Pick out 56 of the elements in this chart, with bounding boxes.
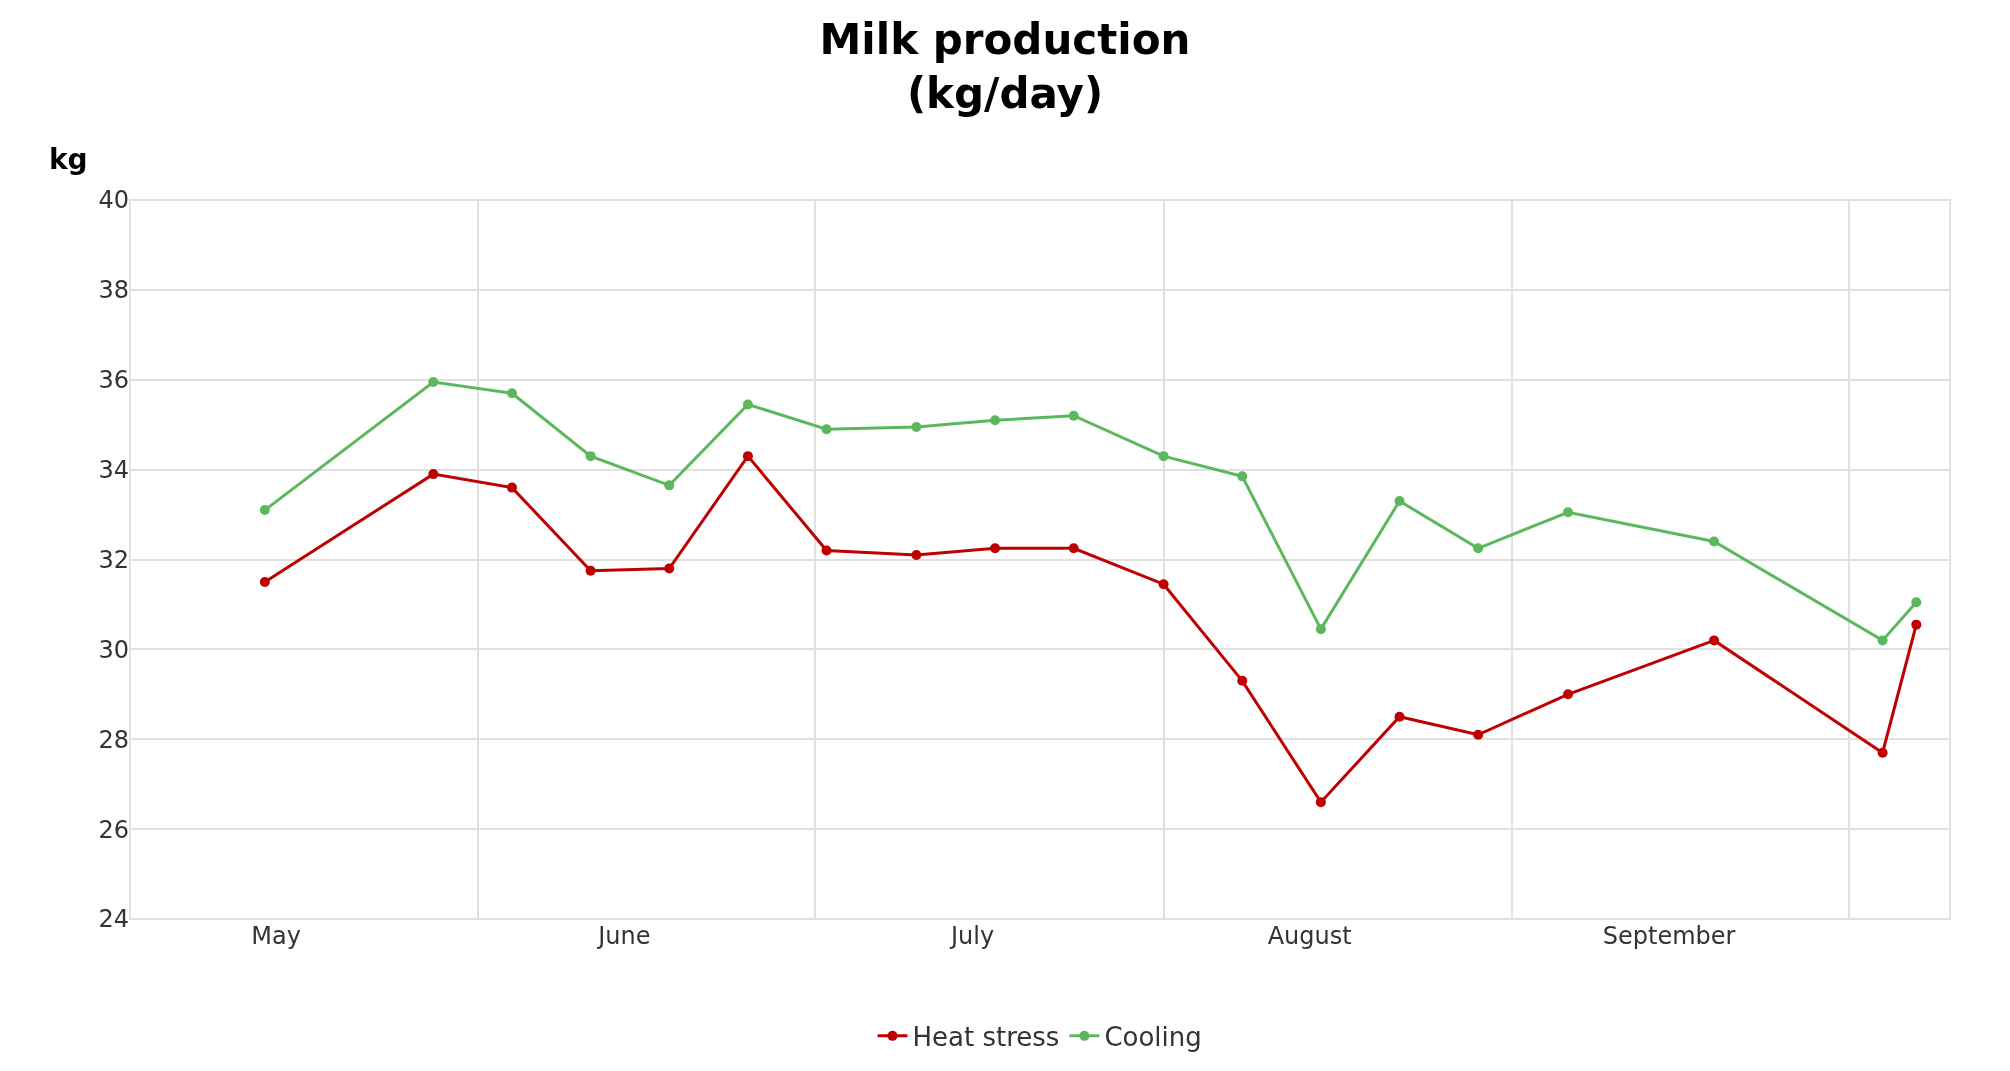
point (742, 399, 753, 410)
point (506, 482, 517, 493)
point (1158, 579, 1169, 590)
point (742, 451, 753, 462)
point (1315, 624, 1326, 635)
x-tick-label: July (949, 922, 995, 950)
x-tick-label: June (596, 922, 651, 950)
legend-label: Heat stress (912, 1022, 1060, 1053)
point (1237, 471, 1248, 482)
y-tick-label: 38 (98, 276, 129, 305)
legend-label: Cooling (1104, 1022, 1202, 1053)
point (1068, 543, 1079, 554)
y-tick-label: 32 (98, 545, 129, 574)
y-tick-label: 36 (98, 366, 129, 395)
x-tick-label: August (1267, 922, 1352, 950)
point (506, 388, 517, 399)
point (1563, 689, 1574, 700)
point (990, 415, 1001, 426)
point (1877, 635, 1888, 646)
point (1158, 451, 1169, 462)
point (259, 505, 270, 516)
y-tick-label: 24 (98, 905, 129, 934)
point (1068, 410, 1079, 421)
point (428, 377, 439, 387)
y-axis-title: kg (49, 143, 88, 176)
y-tick-label: 40 (98, 186, 129, 215)
y-tick-label: 26 (98, 815, 129, 844)
y-tick-label: 34 (98, 456, 129, 485)
point (1911, 619, 1922, 630)
point (1237, 675, 1248, 686)
y-tick-label: 30 (98, 635, 129, 664)
point (1709, 635, 1720, 646)
chart-title: Milk production (kg/day) (819, 14, 1191, 119)
point (1473, 543, 1484, 554)
point (1911, 597, 1922, 608)
point (259, 576, 270, 587)
point (990, 543, 1001, 554)
y-tick-label: 28 (98, 725, 129, 754)
point (1877, 747, 1888, 758)
point (1709, 536, 1720, 547)
point (585, 451, 596, 462)
point (1563, 507, 1574, 518)
point (821, 424, 832, 435)
point (911, 550, 922, 561)
point (911, 421, 922, 432)
point (821, 545, 832, 556)
point (1473, 729, 1484, 740)
x-tick-label: September (1602, 922, 1736, 950)
point (585, 565, 596, 576)
x-tick-label: May (251, 922, 301, 950)
point (1315, 797, 1326, 808)
point (428, 469, 439, 480)
point (664, 563, 675, 574)
point (1394, 496, 1405, 507)
point (664, 480, 675, 491)
point (1394, 711, 1405, 722)
